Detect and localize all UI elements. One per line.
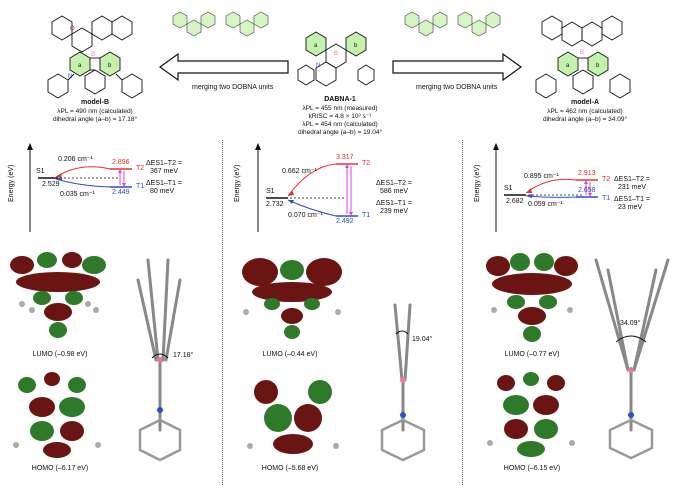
energy-diagram-dabna-1: Energy (eV) S1 2.732 3.317 T2 2.492 T1 0… <box>226 140 458 240</box>
energy-diagram-model-a-svg <box>493 143 598 232</box>
angle-label-model-b: 17.18° <box>173 352 194 359</box>
merge-label-left: merging two DOBNA units <box>192 84 273 92</box>
lumo-label-dabna-1: LUMO (–0.44 eV) <box>262 351 318 358</box>
homo-label-model-b: HOMO (–6.17 eV) <box>31 465 89 472</box>
t2-label-2: T2 <box>602 176 611 183</box>
merge-label-left-text: merging two DOBNA units <box>192 84 274 91</box>
dabna-1-name: DABNA-1 <box>324 96 356 103</box>
dabna-atom-b: b <box>354 43 358 49</box>
energy-diagram-model-b-svg <box>27 143 132 232</box>
energy-axis-label-2: Energy (eV) <box>474 164 481 202</box>
soc-lower-1: 0.070 cm⁻¹ <box>288 212 323 219</box>
t2-label-0: T2 <box>136 165 145 172</box>
s1-value-1: 2.732 <box>266 201 284 208</box>
de-s1t2-value-0: 367 meV <box>150 168 179 175</box>
atom-label-b: b <box>108 63 112 69</box>
model-a-atom-a: a <box>566 63 570 69</box>
dobna-right-structures <box>404 11 501 37</box>
t1-label-2: T1 <box>602 195 611 202</box>
de-s1t2-value-2: 231 meV <box>618 184 647 191</box>
energy-diagram-dabna-1-svg <box>255 143 358 232</box>
de-s1t2-value-1: 586 meV <box>380 188 409 195</box>
energy-diagram-model-a: Energy (eV) S1 2.682 2.913 T2 2.658 T1 0… <box>466 140 679 240</box>
de-s1t1-value-1: 239 meV <box>380 208 409 215</box>
soc-lower-2: 0.059 cm⁻¹ <box>528 201 563 208</box>
lumo-label-model-b: LUMO (–0.98 eV) <box>32 351 88 358</box>
model-b-name: model-B <box>81 99 109 106</box>
de-s1t1-value-2: 23 meV <box>618 204 643 211</box>
merge-label-right: merging two DOBNA units <box>416 84 497 92</box>
dabna-1-lambda-calc: λPL = 454 nm (calculated) <box>302 121 378 128</box>
model-a-name: model-A <box>571 99 599 106</box>
lumo-orbital-model-b <box>10 252 106 338</box>
t1-value-1: 2.492 <box>336 218 354 225</box>
angle-label-model-a: 34.09° <box>620 320 641 327</box>
column-divider-right <box>462 140 463 485</box>
s1-value-2: 2.682 <box>506 198 524 205</box>
t1-value-0: 2.449 <box>112 189 130 196</box>
model-a-lambda: λPL = 462 nm (calculated) <box>547 108 623 115</box>
s1-value-0: 2.529 <box>42 181 60 188</box>
lumo-orbital-dabna-1 <box>242 258 342 339</box>
homo-orbital-model-a <box>487 372 575 457</box>
dabna-1-lambda-measured: λPL = 455 nm (measured) <box>302 105 378 112</box>
merge-arrow-left <box>158 52 289 82</box>
de-s1t2-label-2: ΔES1–T2 = <box>614 176 651 183</box>
de-s1t1-label-1: ΔES1–T1 = <box>376 200 413 207</box>
soc-lower-0: 0.035 cm⁻¹ <box>60 191 95 198</box>
dabna-1-dihedral: dihedral angle (a–b) = 19.04° <box>297 129 383 136</box>
t2-value-1: 3.317 <box>336 154 354 161</box>
side-view-model-a <box>594 258 670 460</box>
atom-label-n: N <box>68 74 72 80</box>
dabna-atom-a: a <box>314 43 318 49</box>
energy-axis-label-0: Energy (eV) <box>8 164 15 202</box>
homo-label-model-a: HOMO (–6.15 eV) <box>503 465 561 472</box>
model-b-lambda: λPL = 490 nm (calculated) <box>57 108 133 115</box>
t2-value-0: 2.896 <box>112 159 130 166</box>
soc-upper-1: 0.662 cm⁻¹ <box>282 168 317 175</box>
model-a-atom-b: b <box>596 63 600 69</box>
atom-label-o: O <box>70 26 75 32</box>
side-view-model-b <box>136 258 182 462</box>
s1-label-1: S1 <box>266 188 275 195</box>
dabna-atom-n: N <box>316 63 320 69</box>
dabna-1-krisc: kRISC = 4.8 × 10³ s⁻¹ <box>308 113 372 120</box>
dabna-atom-boron: B <box>334 51 338 57</box>
column-divider-left <box>222 140 223 485</box>
t2-label-1: T2 <box>362 160 371 167</box>
t2-value-2: 2.913 <box>578 170 596 177</box>
energy-axis-label-1: Energy (eV) <box>234 164 241 202</box>
t1-label-1: T1 <box>362 212 371 219</box>
de-s1t1-label-0: ΔES1–T1 = <box>146 180 183 187</box>
homo-orbital-dabna-1 <box>247 380 339 454</box>
model-a-structure: a b B <box>535 15 631 99</box>
s1-label-2: S1 <box>504 185 513 192</box>
side-view-dabna-1 <box>380 303 426 462</box>
dabna-1-structure: a b B N <box>297 31 375 87</box>
model-b-dihedral: dihedral angle (a–b) = 17.18° <box>52 116 138 123</box>
de-s1t2-label-0: ΔES1–T2 = <box>146 160 183 167</box>
de-s1t1-value-0: 80 meV <box>150 188 175 195</box>
de-s1t2-label-1: ΔES1–T2 = <box>376 180 413 187</box>
energy-diagram-model-b: Energy (eV) S1 2.529 2.896 T2 2.449 T1 0… <box>0 140 222 240</box>
homo-orbital-model-b <box>13 372 101 458</box>
lumo-label-model-a: LUMO (–0.77 eV) <box>504 351 560 358</box>
atom-label-a: a <box>78 63 82 69</box>
merge-label-right-text: merging two DOBNA units <box>416 84 498 91</box>
t1-label-0: T1 <box>136 183 145 190</box>
soc-upper-0: 0.206 cm⁻¹ <box>58 156 93 163</box>
de-s1t1-label-2: ΔES1–T1 = <box>614 196 651 203</box>
model-b-structure: a b B N O <box>47 15 143 99</box>
model-a-atom-boron: B <box>580 50 584 56</box>
homo-label-dabna-1: HOMO (–5.68 eV) <box>261 465 319 472</box>
angle-label-dabna-1: 19.04° <box>412 336 433 343</box>
dobna-left-structures <box>172 11 269 37</box>
s1-label-0: S1 <box>36 168 45 175</box>
model-a-dihedral: dihedral angle (a–b) = 34.09° <box>542 116 628 123</box>
t1-value-2: 2.658 <box>578 187 596 194</box>
lumo-orbital-model-a <box>486 253 578 342</box>
soc-upper-2: 0.895 cm⁻¹ <box>524 173 559 180</box>
atom-label-b-boron: B <box>91 52 95 58</box>
merge-arrow-right <box>392 52 523 82</box>
